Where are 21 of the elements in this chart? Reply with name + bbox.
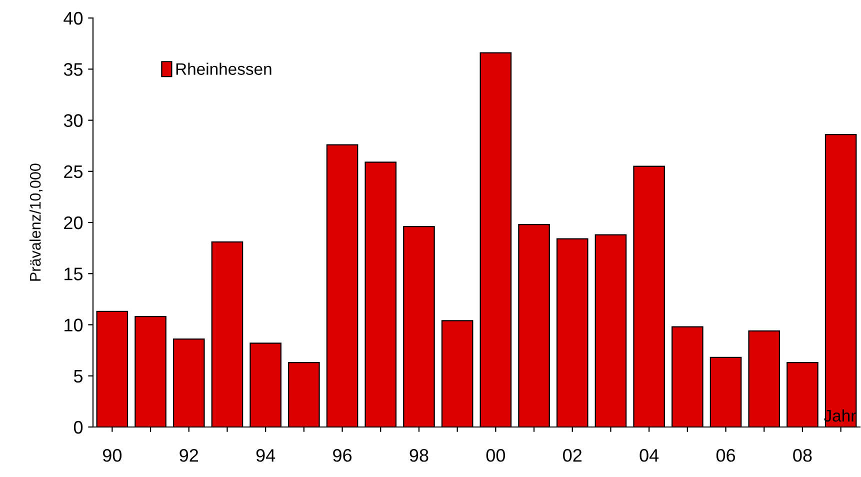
x-tick-label: 92 [180, 449, 198, 462]
y-tick-label: 40 [64, 12, 83, 25]
x-tick-label: 06 [716, 449, 736, 462]
x-tick-label: 96 [333, 449, 352, 462]
y-tick-label: 0 [74, 420, 83, 434]
y-tick-label: 15 [64, 268, 83, 280]
x-tick-label: 08 [793, 449, 812, 462]
y-tick-label: 20 [64, 216, 83, 230]
x-tick-label: 04 [640, 449, 659, 462]
x-tick-label: 00 [486, 449, 506, 462]
x-tick-label: 90 [102, 449, 122, 462]
y-tick-label: 35 [64, 63, 83, 76]
x-tick-label: 98 [410, 449, 428, 462]
y-tick-label: 5 [74, 370, 83, 383]
legend-label: Rheinhessen [176, 62, 272, 75]
x-tick-label: 94 [256, 449, 276, 462]
x-tick-label: 02 [563, 449, 582, 462]
y-tick-label: 10 [64, 318, 83, 332]
y-tick-label: 25 [64, 165, 83, 178]
y-axis-title: Prävalenz/10,000 [30, 164, 43, 281]
y-tick-label: 30 [64, 114, 83, 127]
